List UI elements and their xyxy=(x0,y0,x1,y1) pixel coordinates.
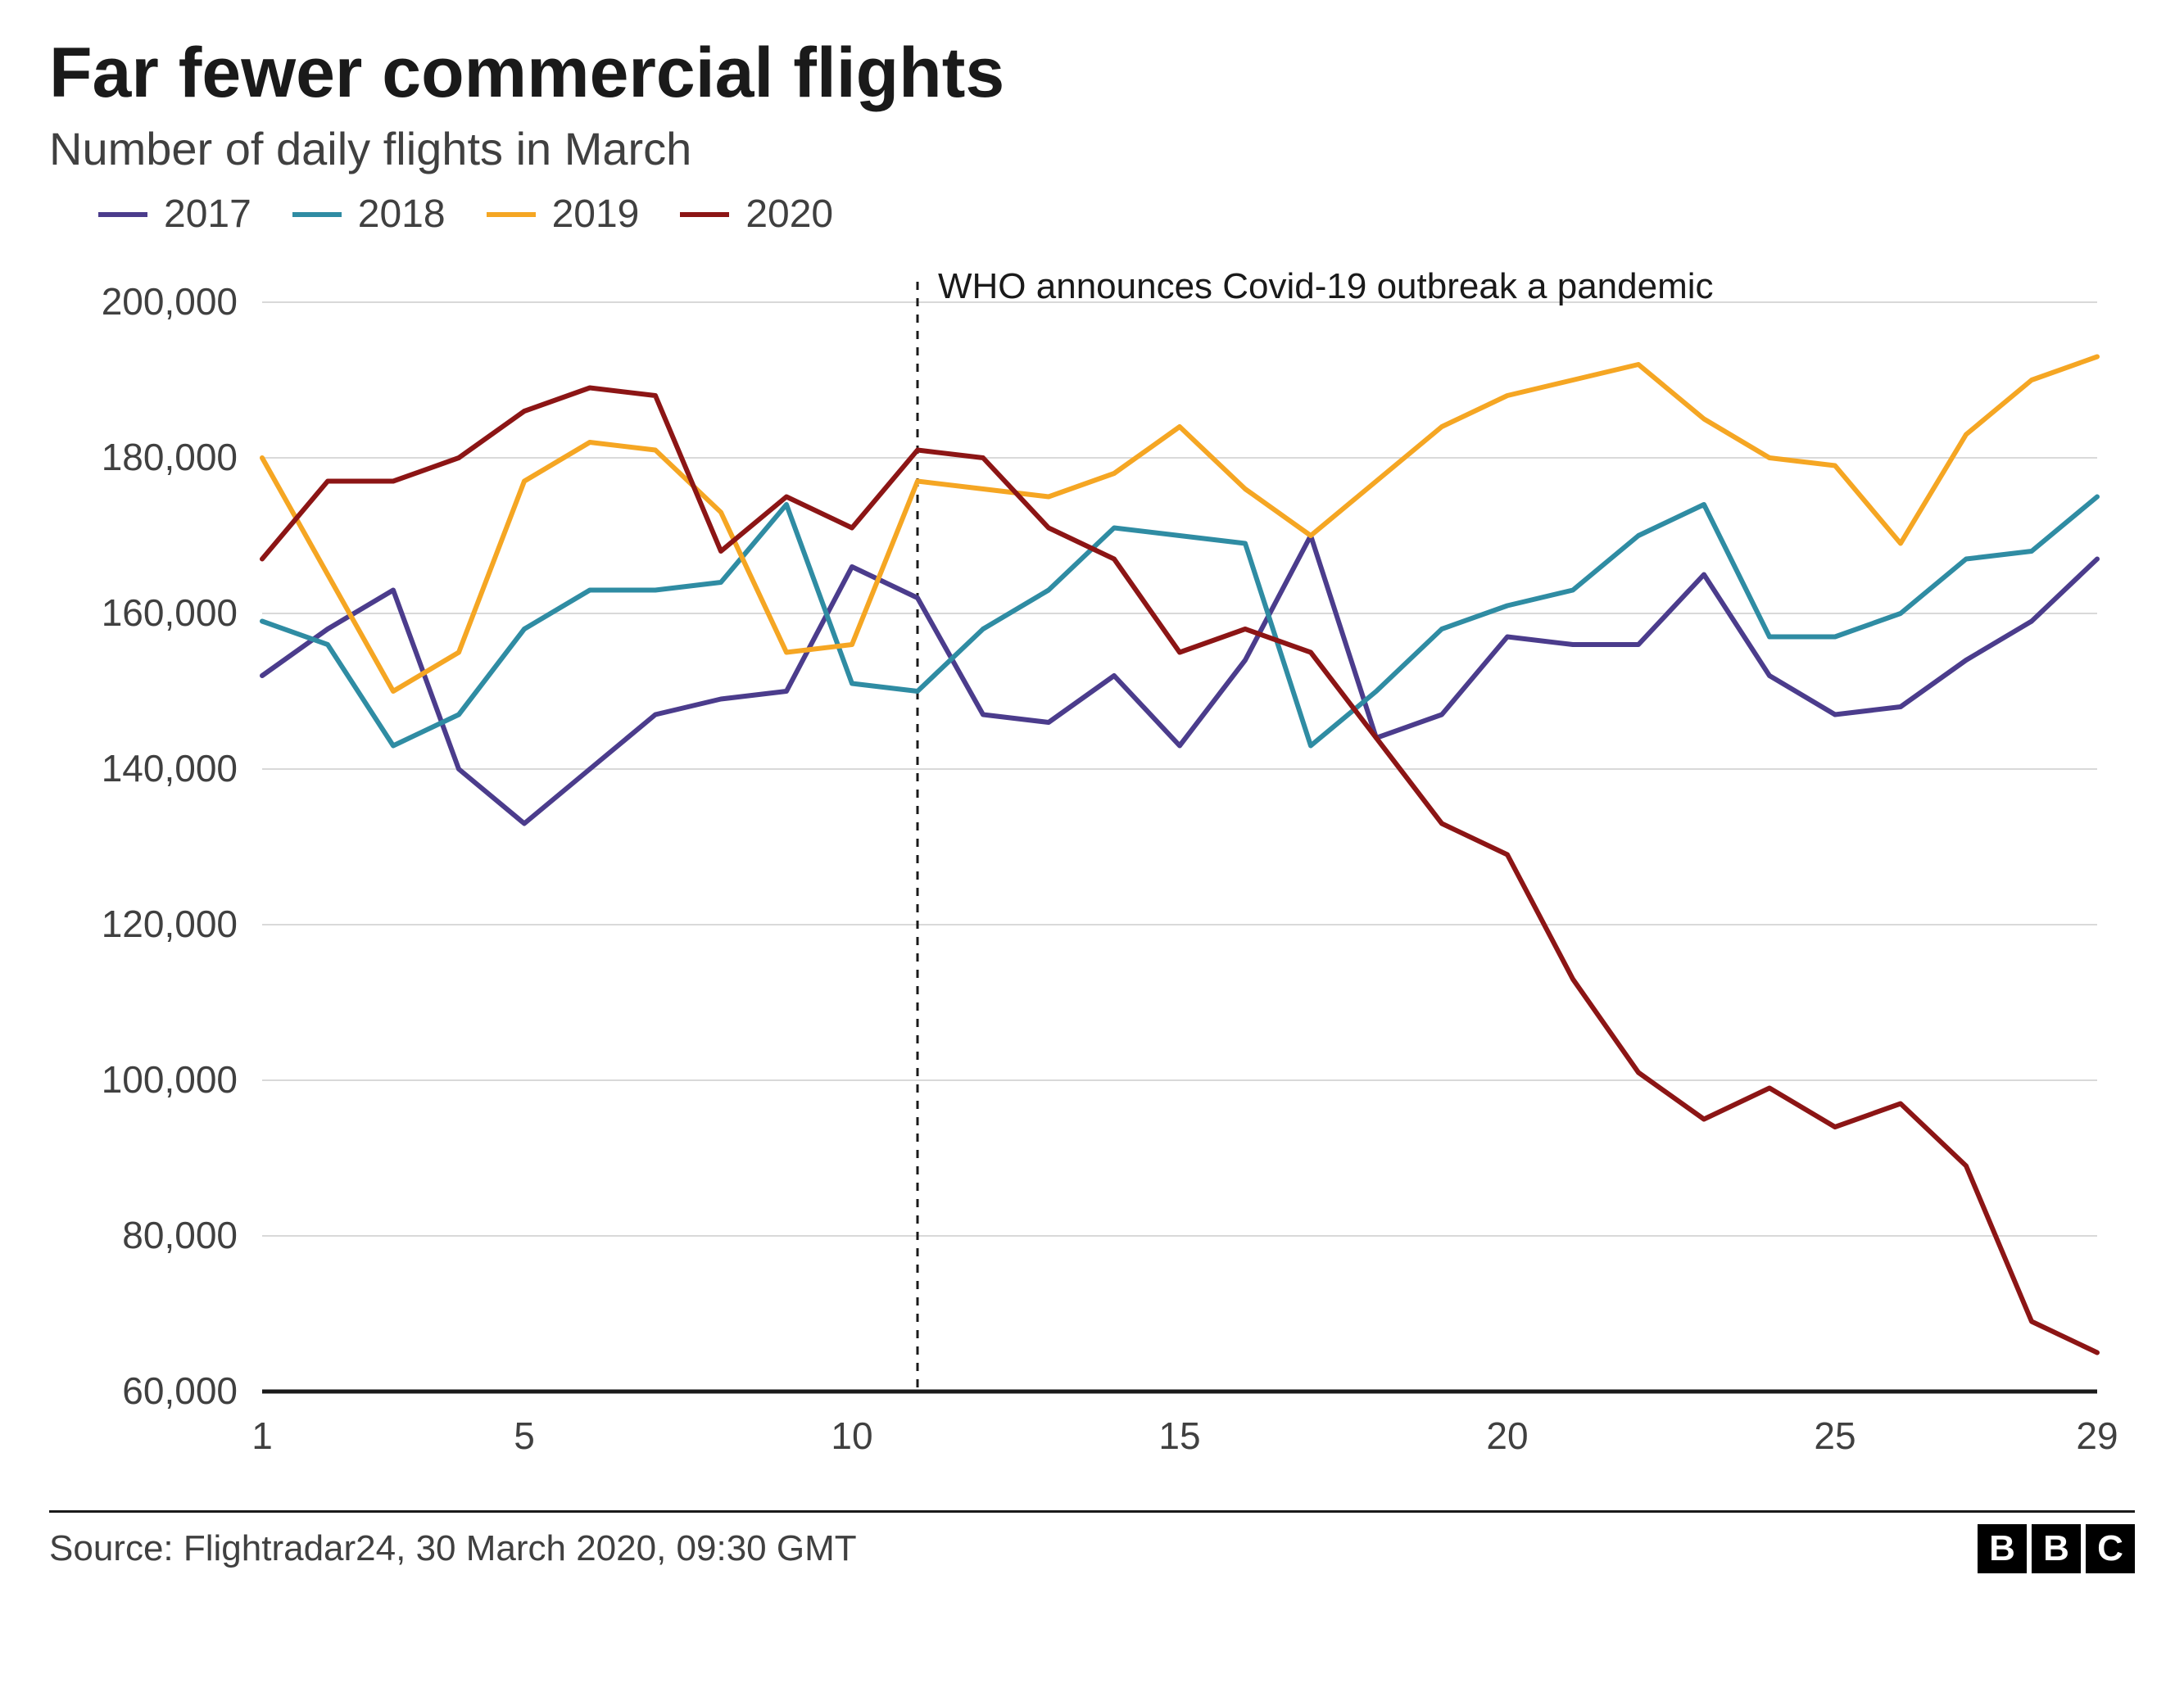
legend-item: 2019 xyxy=(487,192,640,237)
svg-text:10: 10 xyxy=(831,1414,872,1457)
series-line xyxy=(262,388,2097,1353)
bbc-block: C xyxy=(2086,1524,2135,1573)
legend: 2017 2018 2019 2020 xyxy=(49,192,2135,237)
legend-item: 2018 xyxy=(292,192,446,237)
line-chart-svg: 60,000 80,000 100,000 120,000 140,000 160,000… xyxy=(49,261,2135,1506)
chart-subtitle: Number of daily flights in March xyxy=(49,122,2135,175)
svg-text:20: 20 xyxy=(1486,1414,1528,1457)
bbc-logo: BBC xyxy=(1978,1524,2135,1573)
legend-label: 2018 xyxy=(358,192,446,237)
svg-text:140,000: 140,000 xyxy=(102,747,238,790)
svg-text:80,000: 80,000 xyxy=(122,1214,238,1256)
svg-text:5: 5 xyxy=(514,1414,535,1457)
chart-area: 60,000 80,000 100,000 120,000 140,000 160,000… xyxy=(49,261,2135,1510)
bbc-block: B xyxy=(2032,1524,2081,1573)
svg-text:1: 1 xyxy=(251,1414,273,1457)
legend-swatch xyxy=(98,212,147,217)
legend-label: 2019 xyxy=(552,192,640,237)
svg-text:160,000: 160,000 xyxy=(102,591,238,634)
chart-container: Far fewer commercial flights Number of d… xyxy=(0,0,2184,1706)
svg-text:WHO announces Covid-19 outbrea: WHO announces Covid-19 outbreak a pandem… xyxy=(938,266,1714,306)
svg-text:29: 29 xyxy=(2076,1414,2118,1457)
source-text: Source: Flightradar24, 30 March 2020, 09… xyxy=(49,1528,857,1569)
legend-swatch xyxy=(680,212,729,217)
footer: Source: Flightradar24, 30 March 2020, 09… xyxy=(49,1510,2135,1573)
series-line xyxy=(262,536,2097,824)
legend-label: 2017 xyxy=(164,192,251,237)
svg-text:60,000: 60,000 xyxy=(122,1369,238,1412)
bbc-block: B xyxy=(1978,1524,2027,1573)
svg-text:100,000: 100,000 xyxy=(102,1058,238,1101)
svg-text:25: 25 xyxy=(1814,1414,1855,1457)
chart-title: Far fewer commercial flights xyxy=(49,33,2135,114)
legend-item: 2017 xyxy=(98,192,251,237)
legend-label: 2020 xyxy=(745,192,833,237)
legend-item: 2020 xyxy=(680,192,833,237)
svg-text:200,000: 200,000 xyxy=(102,280,238,323)
legend-swatch xyxy=(487,212,536,217)
svg-text:180,000: 180,000 xyxy=(102,436,238,478)
svg-text:120,000: 120,000 xyxy=(102,903,238,945)
legend-swatch xyxy=(292,212,342,217)
svg-text:15: 15 xyxy=(1158,1414,1200,1457)
